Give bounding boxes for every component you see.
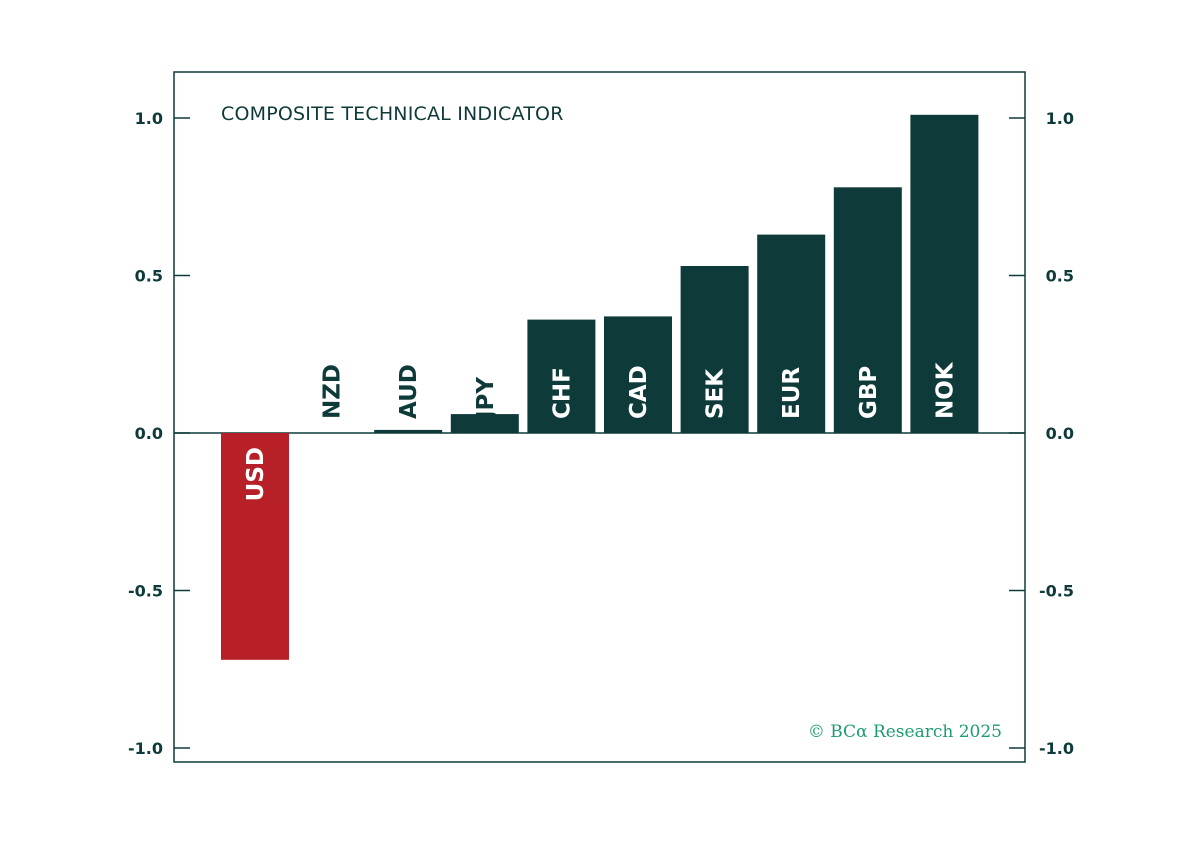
bar-label-jpy: JPY (473, 377, 499, 421)
y-tick-label-left: 1.0 (135, 109, 163, 128)
y-tick-label-right: 1.0 (1046, 109, 1074, 128)
bar-eur (757, 234, 826, 433)
bar-gbp (833, 187, 902, 433)
bar-label-gbp: GBP (856, 366, 882, 419)
bar-nok (910, 114, 979, 433)
bar-label-aud: AUD (396, 364, 422, 419)
y-tick-label-right: -0.5 (1039, 582, 1074, 601)
bar-label-nok: NOK (932, 361, 958, 419)
y-tick-label-left: -0.5 (128, 582, 163, 601)
bar-cad (604, 316, 672, 433)
y-axis-ticks: 1.0 1.0 0.5 0.5 0.0 0.0 -0.5 -0.5 -1.0 -1.0 (128, 109, 1074, 758)
bar-label-chf: CHF (549, 367, 575, 419)
bar-label-cad: CAD (626, 365, 652, 419)
bars (221, 114, 979, 660)
bar-sek (680, 266, 749, 433)
bar-usd (221, 433, 289, 660)
y-tick-label-right: 0.0 (1046, 424, 1074, 443)
plot-frame (173, 71, 1026, 763)
bar-jpy (450, 414, 519, 433)
y-tick-label-right: 0.5 (1046, 267, 1074, 286)
y-tick-label-left: -1.0 (128, 739, 163, 758)
bar-label-sek: SEK (703, 368, 729, 419)
y-tick-label-right: -1.0 (1039, 739, 1074, 758)
bar-chf (527, 319, 596, 433)
copyright-credit: © BCα Research 2025 (808, 722, 1002, 742)
y-tick-label-left: 0.0 (135, 424, 163, 443)
bar-label-eur: EUR (779, 367, 805, 419)
bar-label-usd: USD (243, 447, 269, 501)
y-tick-label-left: 0.5 (135, 267, 163, 286)
bar-label-nzd: NZD (320, 364, 346, 419)
bar-aud (374, 429, 443, 433)
chart-title: COMPOSITE TECHNICAL INDICATOR (221, 103, 564, 125)
bar-labels: USD NZD AUD JPY CHF CAD SEK EUR GBP NOK (243, 361, 958, 501)
